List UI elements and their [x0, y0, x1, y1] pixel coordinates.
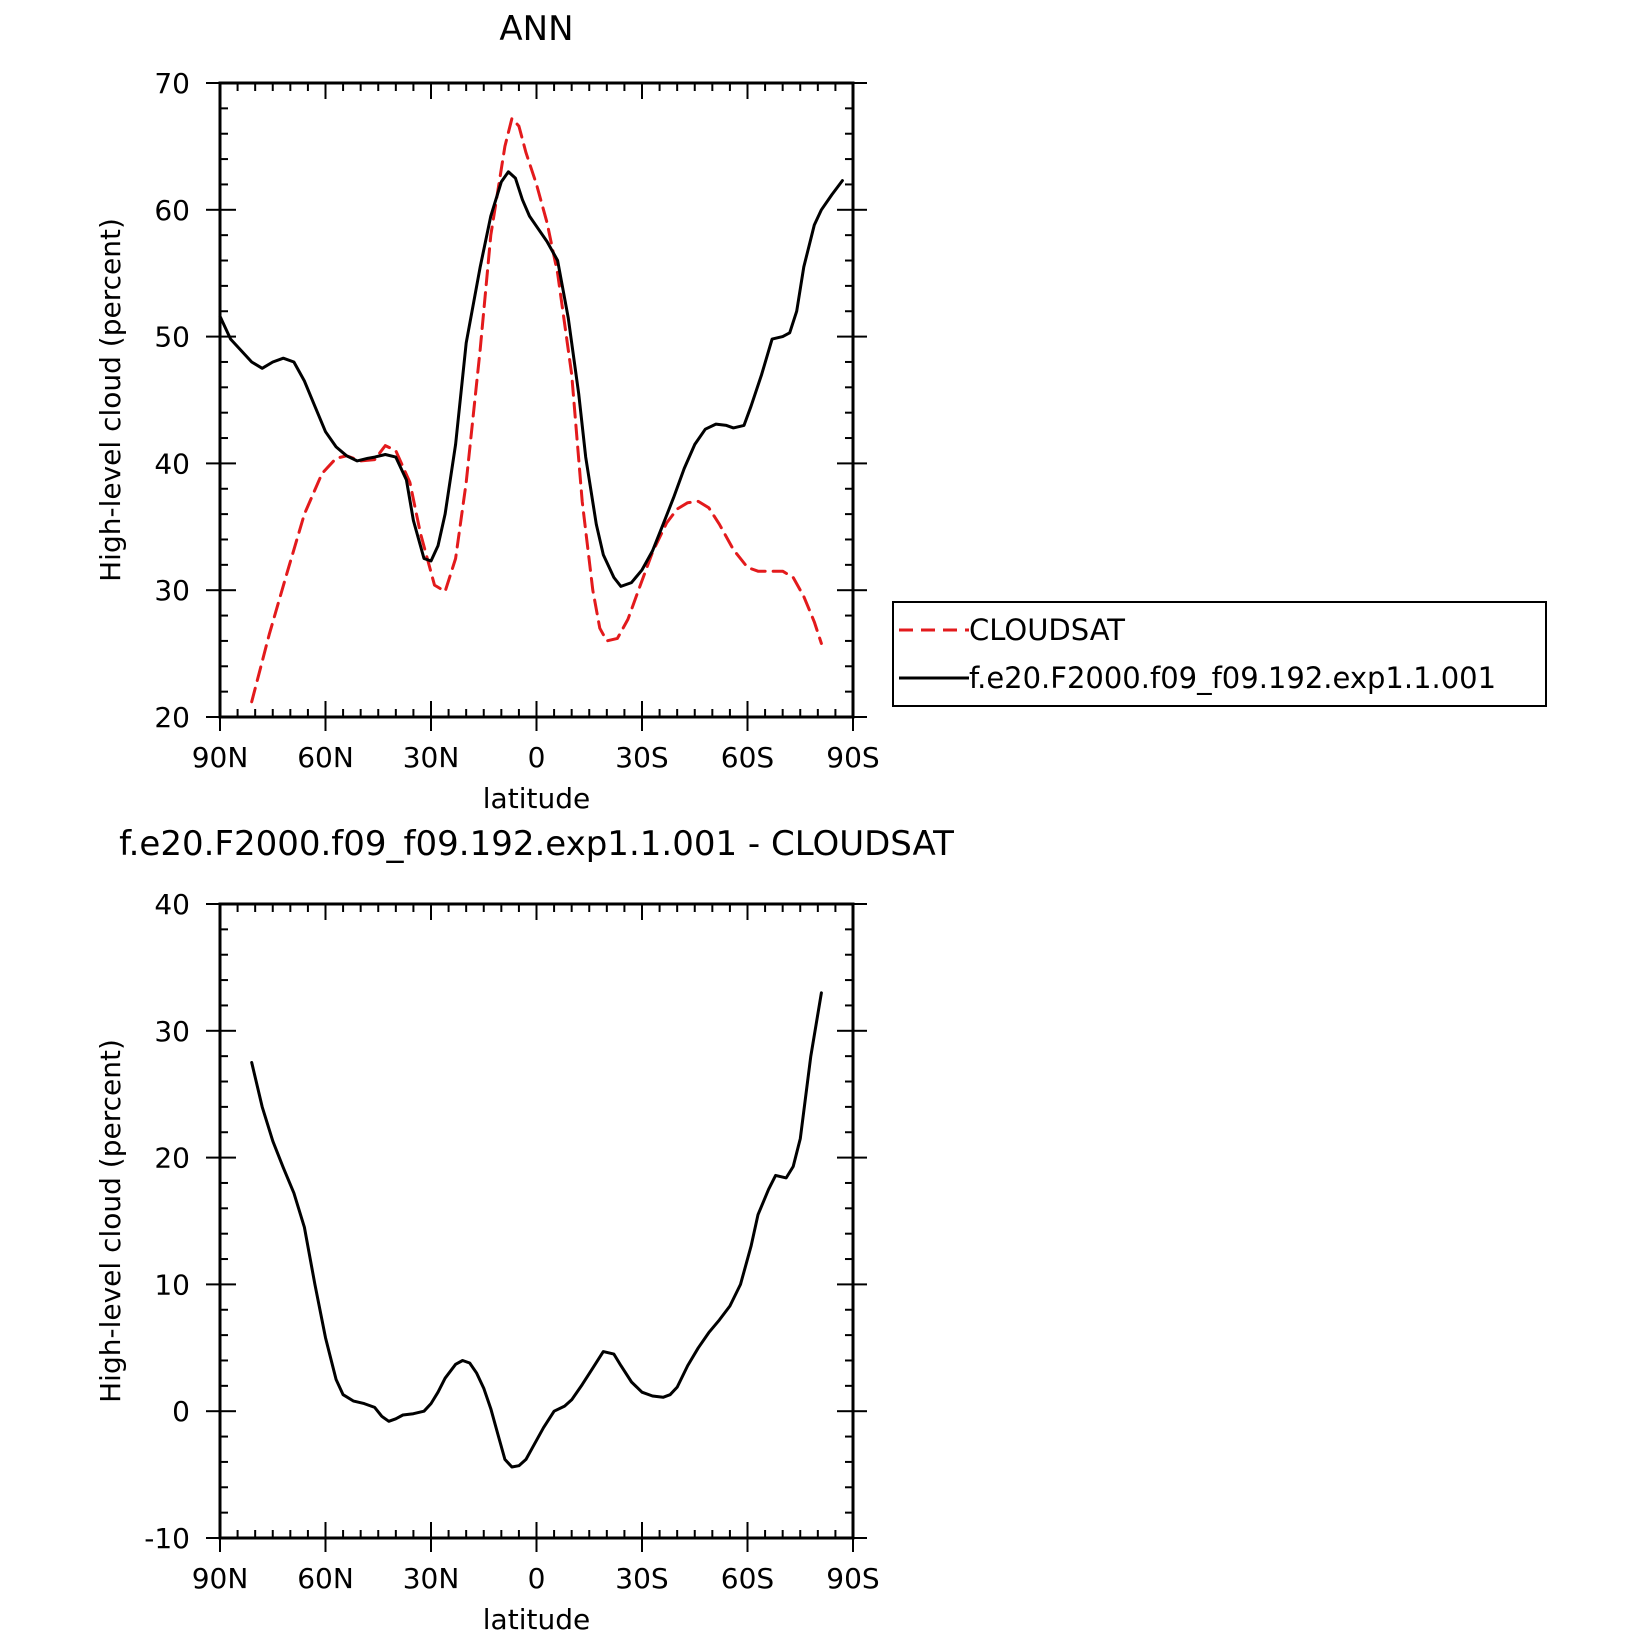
chart-title: f.e20.F2000.f09_f09.192.exp1.1.001 - CLO… — [119, 824, 954, 864]
legend-label: CLOUDSAT — [969, 613, 1125, 647]
series-line-1 — [250, 991, 823, 1469]
chart-panel-2: f.e20.F2000.f09_f09.192.exp1.1.001 - CLO… — [94, 824, 954, 1636]
x-tick-label: 60N — [297, 1562, 354, 1595]
chart-panel-1: ANN 90N 60N 30N 0 30S 60S 90S 20 30 40 50 60 70 latitu… — [94, 9, 1547, 815]
y-tick-label: 0 — [172, 1395, 190, 1428]
x-tick-label: 0 — [528, 1562, 546, 1595]
y-tick-label: 30 — [154, 574, 190, 607]
x-tick-label: 90N — [192, 1562, 249, 1595]
y-axis-label: High-level cloud (percent) — [94, 1039, 127, 1403]
x-tick-label: 90N — [192, 741, 249, 774]
chart-title: ANN — [499, 9, 573, 49]
series-line-1 — [250, 117, 823, 704]
x-tick-label: 30S — [615, 741, 668, 774]
legend: CLOUDSAT f.e20.F2000.f09_f09.192.exp1.1.0… — [892, 601, 1547, 707]
y-tick-label: 30 — [154, 1015, 190, 1048]
plot-frame — [218, 81, 855, 719]
y-tick-label: 40 — [154, 888, 190, 921]
x-axis-label: latitude — [483, 782, 590, 815]
x-tick-label: 30S — [615, 1562, 668, 1595]
y-tick-label: -10 — [144, 1522, 190, 1555]
x-tick-label: 90S — [826, 1562, 879, 1595]
y-tick-label: 60 — [154, 194, 190, 227]
x-tick-label: 30N — [403, 741, 460, 774]
series-line-2 — [218, 170, 844, 588]
y-tick-label: 20 — [154, 701, 190, 734]
x-tick-label: 60S — [721, 741, 774, 774]
x-axis-label: latitude — [483, 1603, 590, 1636]
x-tick-label: 0 — [528, 741, 546, 774]
x-tick-label: 30N — [403, 1562, 460, 1595]
y-tick-label: 70 — [154, 67, 190, 100]
y-tick-label: 20 — [154, 1142, 190, 1175]
y-tick-label: 10 — [154, 1268, 190, 1301]
x-tick-label: 60S — [721, 1562, 774, 1595]
legend-box — [892, 601, 1547, 707]
y-axis-label: High-level cloud (percent) — [94, 218, 127, 582]
x-tick-label: 60N — [297, 741, 354, 774]
legend-label: f.e20.F2000.f09_f09.192.exp1.1.001 — [969, 661, 1496, 695]
y-tick-label: 50 — [154, 321, 190, 354]
y-tick-label: 40 — [154, 447, 190, 480]
x-tick-label: 90S — [826, 741, 879, 774]
